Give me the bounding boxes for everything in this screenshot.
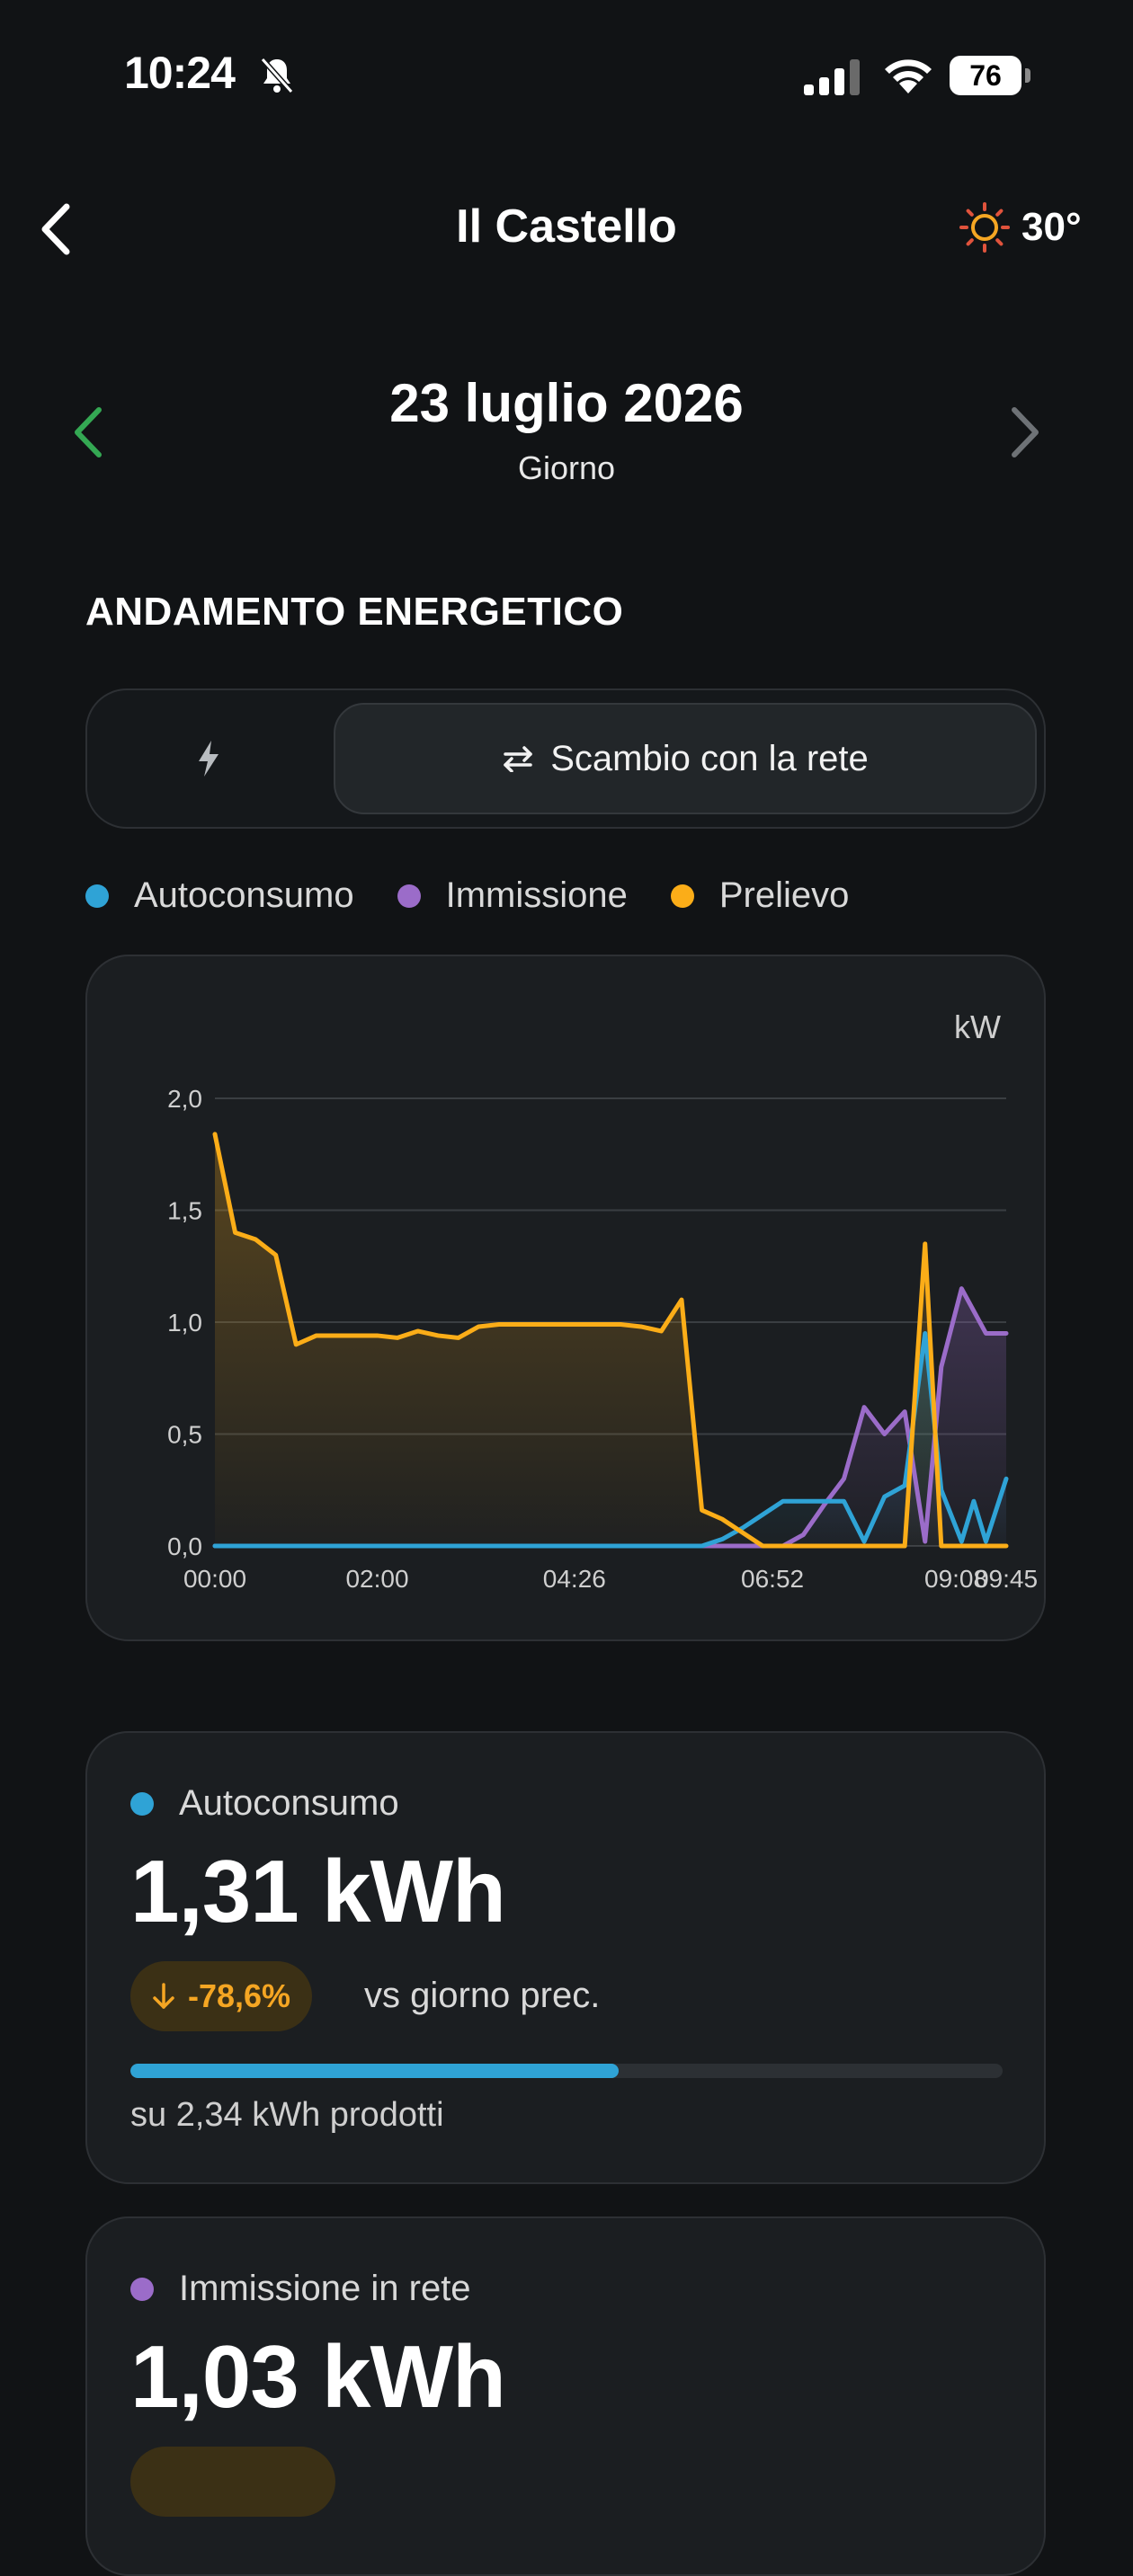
toggle-option-grid-exchange[interactable]: Scambio con la rete bbox=[334, 703, 1037, 814]
y-tick-label: 2,0 bbox=[167, 1085, 202, 1113]
x-tick-label: 04:26 bbox=[543, 1565, 606, 1593]
chart-unit: kW bbox=[954, 1008, 1001, 1045]
stat-value: 1,03 kWh bbox=[130, 2327, 506, 2426]
back-chevron-icon[interactable] bbox=[36, 200, 81, 259]
stat-label: Autoconsumo bbox=[130, 1783, 399, 1824]
stat-dot bbox=[130, 2277, 154, 2301]
chart-legend: Autoconsumo Immissione Prelievo bbox=[85, 875, 892, 916]
series-line-immissione bbox=[212, 1286, 1009, 1549]
status-time: 10:24 bbox=[124, 48, 236, 98]
cellular-signal-icon bbox=[804, 59, 860, 95]
y-tick-label: 0,5 bbox=[167, 1421, 202, 1449]
wifi-icon bbox=[885, 59, 932, 93]
sun-icon bbox=[959, 202, 1010, 253]
x-tick-label: 06:52 bbox=[741, 1565, 804, 1593]
chart-mode-toggle: Scambio con la rete bbox=[85, 688, 1046, 829]
stat-label-text: Autoconsumo bbox=[179, 1783, 399, 1823]
chart-card: kW 0,0 0,5 1,0 1,5 2,0 00:00 02:00 04:26 06:52 09… bbox=[85, 955, 1046, 1641]
legend-label: Autoconsumo bbox=[134, 875, 354, 915]
bell-muted-icon bbox=[260, 58, 294, 93]
delta-badge bbox=[130, 2447, 335, 2517]
stat-label-text: Immissione in rete bbox=[179, 2269, 471, 2308]
battery-level: 76 bbox=[969, 59, 1002, 92]
arrow-down-icon bbox=[153, 1983, 174, 2009]
progress-note: su 2,34 kWh prodotti bbox=[130, 2096, 444, 2134]
energy-line-chart[interactable]: 0,0 0,5 1,0 1,5 2,0 00:00 02:00 04:26 06:52 09:08… bbox=[87, 956, 1044, 1639]
y-tick-label: 1,5 bbox=[167, 1197, 202, 1225]
x-tick-label: 09:45 bbox=[975, 1565, 1038, 1593]
date-title: 23 luglio 2026 bbox=[389, 373, 744, 433]
stat-value: 1,31 kWh bbox=[130, 1842, 506, 1941]
x-tick-label: 00:00 bbox=[183, 1565, 246, 1593]
stat-dot bbox=[130, 1791, 154, 1816]
period-label[interactable]: Giorno bbox=[517, 449, 616, 486]
next-day-chevron-icon[interactable] bbox=[1007, 404, 1043, 460]
y-tick-label: 1,0 bbox=[167, 1309, 202, 1337]
series-area-prelievo bbox=[215, 1133, 1006, 1546]
delta-value: -78,6% bbox=[188, 1977, 291, 2014]
legend-dot bbox=[397, 884, 421, 908]
legend-dot bbox=[670, 884, 694, 908]
section-title: ANDAMENTO ENERGETICO bbox=[85, 590, 624, 634]
series-line-prelievo bbox=[212, 1132, 1009, 1549]
progress-bar bbox=[130, 2064, 1003, 2078]
stat-label: Immissione in rete bbox=[130, 2269, 471, 2309]
swap-arrows-icon bbox=[504, 746, 532, 772]
legend-item-autoconsumo: Autoconsumo bbox=[85, 875, 354, 916]
progress-fill bbox=[130, 2064, 620, 2078]
stat-card-autoconsumo: Autoconsumo 1,31 kWh -78,6% vs giorno pr… bbox=[85, 1731, 1046, 2184]
toggle-option-label: Scambio con la rete bbox=[550, 738, 869, 778]
y-tick-label: 0,0 bbox=[167, 1532, 202, 1560]
delta-note: vs giorno prec. bbox=[364, 1976, 601, 2015]
weather-widget: 30° bbox=[959, 201, 1082, 253]
legend-label: Immissione bbox=[445, 875, 628, 915]
temperature: 30° bbox=[1021, 205, 1082, 249]
stat-card-immissione: Immissione in rete 1,03 kWh bbox=[85, 2216, 1046, 2576]
legend-label: Prelievo bbox=[718, 875, 850, 915]
legend-dot bbox=[85, 884, 109, 908]
delta-badge: -78,6% bbox=[130, 1961, 313, 2031]
lightning-bolt-icon bbox=[199, 741, 219, 777]
page-title: Il Castello bbox=[456, 200, 677, 253]
x-tick-label: 09:08 bbox=[924, 1565, 987, 1593]
previous-day-chevron-icon[interactable] bbox=[70, 404, 106, 460]
battery-icon: 76 bbox=[950, 56, 1030, 95]
toggle-option-energy[interactable] bbox=[87, 690, 330, 827]
x-tick-label: 02:00 bbox=[345, 1565, 408, 1593]
legend-item-prelievo: Prelievo bbox=[670, 875, 850, 916]
series-line-autoconsumo bbox=[212, 1330, 1009, 1549]
legend-item-immissione: Immissione bbox=[397, 875, 628, 916]
